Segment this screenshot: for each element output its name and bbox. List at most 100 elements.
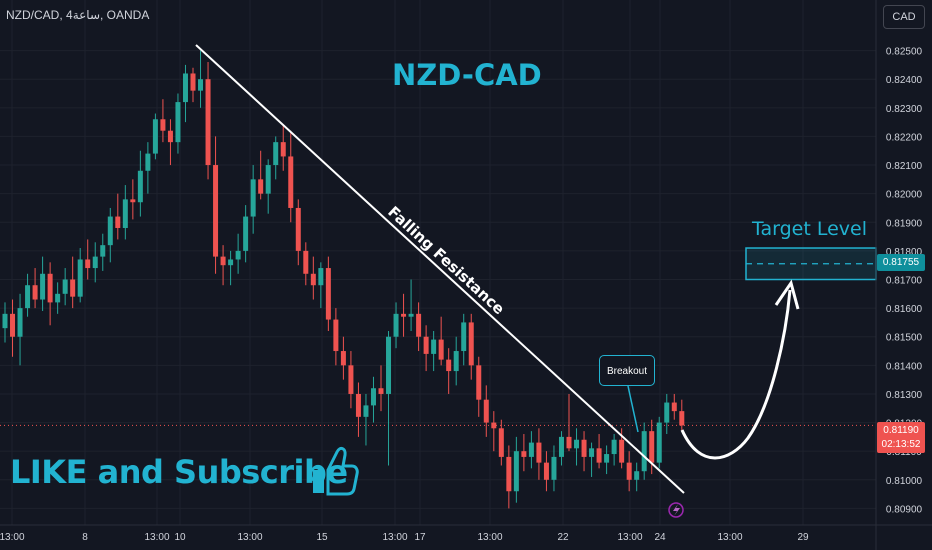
candle <box>77 248 83 303</box>
overlays: Falling Fesistance <box>195 44 800 518</box>
candle <box>671 393 677 420</box>
x-tick-label: 13:00 <box>477 532 502 543</box>
time-axis[interactable]: 13:00 8 13:00 10 13:00 15 13:00 17 13:00 22 13:00 2… <box>0 524 932 543</box>
price-axis[interactable]: 0.82500 0.82400 0.82300 0.82200 0.82100 0.820… <box>875 0 923 550</box>
candle-body <box>273 142 279 166</box>
candle-body <box>115 216 121 228</box>
arrow-head <box>774 279 800 310</box>
candle-body <box>408 313 414 317</box>
candle-body <box>626 462 632 480</box>
candle-body <box>468 322 474 366</box>
candle <box>333 308 339 366</box>
candle <box>100 233 106 271</box>
chart-annotation-title: NZD-CAD <box>392 58 542 92</box>
currency-button[interactable]: CAD <box>883 5 925 29</box>
candle-body <box>551 456 557 480</box>
symbol-label[interactable]: NZD/CAD, 4ساعة, OANDA <box>6 8 150 22</box>
candle <box>62 268 68 306</box>
candle-body <box>318 268 324 286</box>
candle <box>408 279 414 332</box>
y-tick-label: 0.81400 <box>886 361 923 372</box>
candle-body <box>438 339 444 360</box>
candle <box>476 356 482 417</box>
y-tick-label: 0.82300 <box>886 104 923 115</box>
candle <box>370 376 376 423</box>
candle <box>611 434 617 466</box>
candle-body <box>491 422 497 429</box>
target-zone <box>745 247 877 281</box>
y-tick-label: 0.81500 <box>886 333 923 344</box>
candle-body <box>355 393 361 417</box>
x-tick-label: 10 <box>174 532 186 543</box>
candle <box>107 207 113 263</box>
candle-body <box>528 442 534 457</box>
candle <box>378 365 384 412</box>
candle-body <box>250 179 256 217</box>
candle <box>295 199 301 266</box>
candle-body <box>416 313 422 337</box>
candle <box>122 185 128 240</box>
candle-body <box>664 402 670 423</box>
candle <box>273 136 279 180</box>
candle <box>551 445 557 492</box>
candle <box>265 159 271 214</box>
candle <box>145 142 151 194</box>
candle <box>205 62 211 180</box>
candle <box>243 205 249 263</box>
candle-body <box>476 365 482 400</box>
candle-body <box>521 451 527 457</box>
lightning-icon[interactable] <box>668 502 684 518</box>
candle <box>521 434 527 472</box>
candle <box>17 293 23 366</box>
candle-body <box>589 448 595 457</box>
candle <box>310 256 316 300</box>
candle-body <box>513 451 519 492</box>
candle <box>581 431 587 472</box>
candle-body <box>431 339 437 354</box>
candle <box>130 179 136 220</box>
candle-body <box>325 268 331 320</box>
breakout-callout: Breakout <box>599 355 655 386</box>
candle <box>423 325 429 372</box>
candle <box>152 113 158 160</box>
candle-body <box>303 250 309 274</box>
candle-body <box>198 79 204 91</box>
candle-body <box>175 102 181 143</box>
thumbs-up-icon <box>313 446 359 496</box>
candle-body <box>70 279 76 297</box>
candle-body <box>348 365 354 394</box>
candle-body <box>228 259 234 266</box>
candle <box>393 302 399 349</box>
candle-body <box>401 313 407 317</box>
candle <box>190 67 196 103</box>
candle-body <box>265 165 271 194</box>
candle-body <box>40 273 46 300</box>
target-price-tag: 0.81755 <box>877 254 925 271</box>
candle <box>160 99 166 143</box>
candle-body <box>280 142 286 157</box>
candle-body <box>498 428 504 457</box>
candle-body <box>446 359 452 372</box>
candle-body <box>604 454 610 463</box>
candle <box>656 416 662 469</box>
x-tick-label: 17 <box>414 532 426 543</box>
candle <box>25 273 31 317</box>
candle-body <box>190 73 196 91</box>
candle <box>649 419 655 475</box>
candle-body <box>333 319 339 352</box>
candle <box>70 256 76 309</box>
y-tick-label: 0.80900 <box>886 504 923 515</box>
candle <box>258 150 264 200</box>
candle-body <box>152 119 158 154</box>
candle <box>386 331 392 466</box>
y-tick-label: 0.81900 <box>886 218 923 229</box>
candle-body <box>62 279 68 294</box>
candle <box>506 445 512 509</box>
candle-body <box>130 199 136 203</box>
candle <box>679 399 685 432</box>
x-tick-label: 8 <box>82 532 88 543</box>
candle-body <box>122 199 128 228</box>
target-zone-box <box>745 247 877 281</box>
candle-body <box>656 422 662 463</box>
